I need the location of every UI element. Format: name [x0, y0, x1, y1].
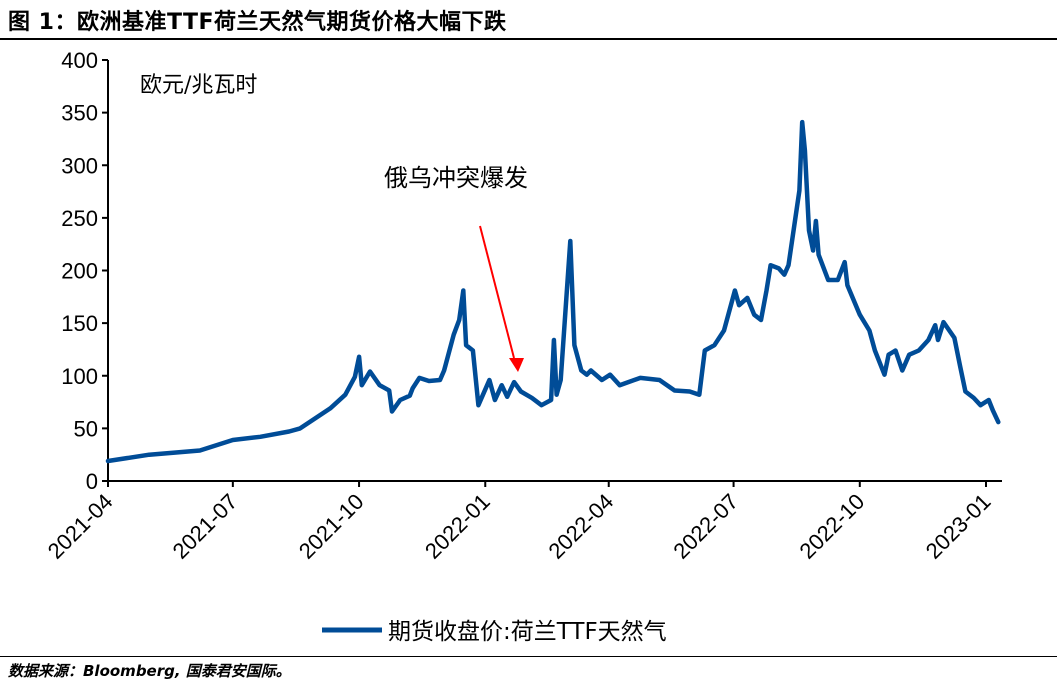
x-tick-label: 2022-01: [420, 489, 495, 564]
y-tick-label: 250: [61, 206, 98, 231]
annotation-arrow-line: [479, 225, 515, 359]
y-tick-label: 200: [61, 259, 98, 284]
chart-marks: [105, 119, 1001, 464]
source-note: 数据来源：Bloomberg, 国泰君安国际。: [8, 662, 291, 680]
footer-divider: [0, 656, 1057, 657]
x-tick-label: 2022-04: [543, 489, 618, 564]
legend-label: 期货收盘价:荷兰TTF天然气: [388, 619, 667, 645]
annotation-arrowhead: [509, 358, 524, 372]
x-tick-label: 2022-10: [795, 489, 870, 564]
y-tick-label: 50: [74, 416, 98, 441]
line-chart: 0 50 100 150 200 250 300 350 400 2021-04 2021-07 20…: [43, 48, 1002, 645]
y-tick-label: 350: [61, 101, 98, 126]
x-tick-label: 2022-07: [668, 489, 743, 564]
annotation-text: 俄乌冲突爆发: [384, 164, 528, 192]
y-tick-label: 300: [61, 153, 98, 178]
legend: 期货收盘价:荷兰TTF天然气: [322, 619, 667, 645]
unit-label: 欧元/兆瓦时: [140, 73, 257, 98]
x-tick-label: 2021-10: [294, 489, 369, 564]
x-tick-label: 2021-07: [168, 489, 243, 564]
y-tick-label: 150: [61, 311, 98, 336]
y-tick-label: 0: [86, 469, 98, 494]
series-line-ttf: [105, 119, 1001, 464]
figure-title: 图 1：欧洲基准TTF荷兰天然气期货价格大幅下跌: [8, 10, 507, 35]
x-tick-label: 2023-01: [921, 489, 996, 564]
y-tick-label: 100: [61, 364, 98, 389]
x-tick-label: 2021-04: [43, 489, 118, 564]
title-divider: [0, 38, 1057, 40]
y-tick-label: 400: [61, 48, 98, 73]
